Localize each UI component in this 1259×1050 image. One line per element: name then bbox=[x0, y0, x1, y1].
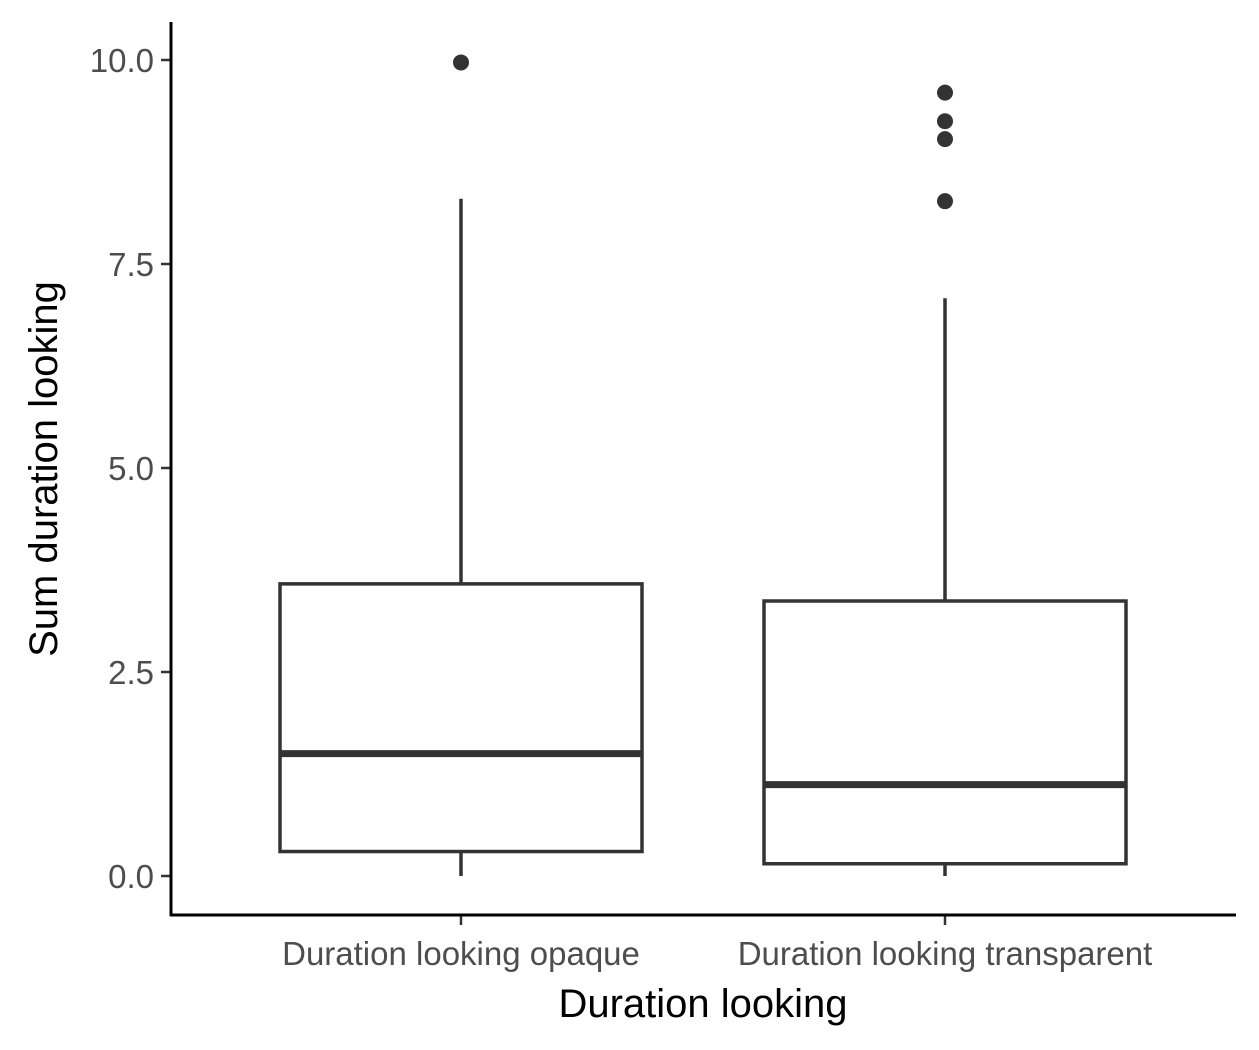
y-axis-title: Sum duration looking bbox=[22, 281, 66, 657]
y-tick-label: 5.0 bbox=[108, 450, 154, 487]
y-tick-label: 10.0 bbox=[90, 42, 154, 79]
plot-area bbox=[278, 54, 1128, 876]
outlier-point bbox=[937, 131, 953, 148]
x-tick-label: Duration looking transparent bbox=[738, 935, 1153, 972]
outlier-point bbox=[937, 113, 953, 130]
outlier-point bbox=[937, 193, 953, 210]
box-group bbox=[762, 84, 1128, 876]
y-tick-label: 7.5 bbox=[108, 246, 154, 283]
outlier-point bbox=[937, 84, 953, 101]
x-tick-label: Duration looking opaque bbox=[282, 935, 640, 972]
outlier-point bbox=[453, 54, 469, 71]
y-tick-label: 0.0 bbox=[108, 858, 154, 895]
x-axis: Duration looking opaque Duration looking … bbox=[282, 915, 1152, 972]
y-axis: 0.0 2.5 5.0 7.5 10.0 bbox=[90, 42, 171, 895]
box bbox=[278, 582, 644, 854]
box-group bbox=[278, 54, 644, 876]
box bbox=[762, 599, 1128, 866]
y-tick-label: 2.5 bbox=[108, 654, 154, 691]
x-axis-title: Duration looking bbox=[558, 982, 847, 1026]
